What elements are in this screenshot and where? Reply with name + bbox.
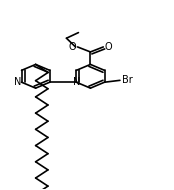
Text: N: N: [14, 77, 22, 87]
Text: O: O: [105, 42, 113, 52]
Text: N: N: [73, 77, 80, 87]
Text: O: O: [68, 42, 76, 52]
Text: Br: Br: [122, 75, 133, 85]
